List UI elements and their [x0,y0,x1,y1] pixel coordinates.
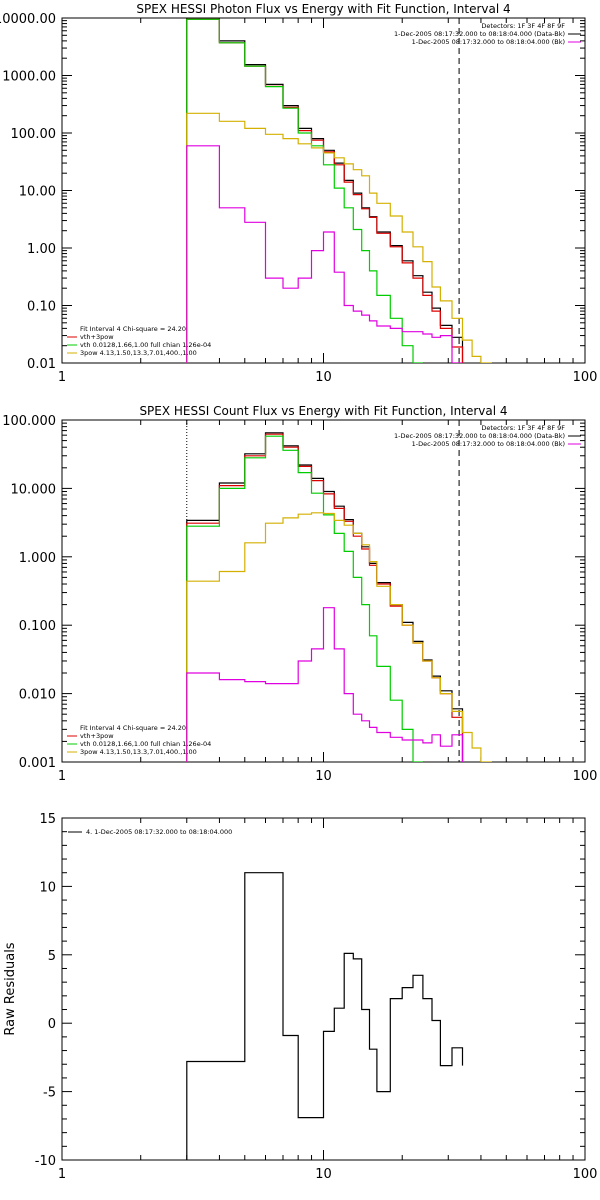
x-tick-label: 10 [315,769,332,784]
info-text: 1-Dec-2005 08:17:32.000 to 08:18:04.000 … [412,38,565,46]
y-tick-label: 1.000 [19,551,56,566]
y-tick-label: 100.00 [11,127,57,142]
series-5-line [186,607,464,762]
plot-area [186,432,492,762]
series-3-line [186,18,423,363]
x-tick-label: 1 [58,1167,66,1182]
y-tick-label: 0.001 [19,756,56,771]
legend-text: 3pow 4.13,1.50,13.3,7.01,400.,1.00 [80,748,197,756]
x-tick-label: 1 [58,769,66,784]
y-tick-label: 0.01 [27,357,56,372]
legend-text: Fit Interval 4 Chi-square = 24.20 [80,724,186,732]
plot-area [186,872,464,1160]
legend-text: Fit Interval 4 Chi-square = 24.20 [80,325,186,333]
y-tick-label: 5 [48,949,56,964]
legend-text: vth 0.0128,1.66,1.00 full chian 1.26e-04 [80,341,211,349]
y-tick-label: 0 [48,1017,56,1032]
legend-text: 3pow 4.13,1.50,13.3,7.01,400.,1.00 [80,349,197,357]
series-4-line [186,112,492,363]
y-tick-label: 15 [39,812,56,827]
x-tick-label: 1 [58,370,66,385]
info-text: 1-Dec-2005 08:17:32.000 to 08:18:04.000 … [394,432,565,440]
plot-frame [61,17,586,364]
plot-area [186,18,492,363]
info-text: Detectors: 1F 3F 4F 8F 9F [481,22,565,30]
y-tick-label: -5 [43,1086,56,1101]
chart-3: Raw Residuals 1 10 100 -10 -5 0 5 10 15 4. 1-Dec-2… [3,812,597,1182]
series-5-line [186,145,463,363]
legend-text: vth+3pow [80,333,114,341]
y-tick-label: 10.000 [11,482,57,497]
chart-title: SPEX HESSI Photon Flux vs Energy with Fi… [136,2,510,16]
legend-text: vth+3pow [80,732,114,740]
series-3-line [186,435,423,762]
x-tick-label: 10 [315,1167,332,1182]
y-tick-label: -10 [35,1154,56,1169]
y-tick-label: 0.10 [27,300,56,315]
x-tick-label: 100 [573,769,598,784]
series-1-line [186,872,464,1160]
y-tick-label: 1.00 [27,242,56,257]
info-text: 1-Dec-2005 08:17:32.000 to 08:18:04.000 … [412,440,565,448]
chart-title: SPEX HESSI Count Flux vs Energy with Fit… [139,404,507,418]
legend-text: vth 0.0128,1.66,1.00 full chian 1.26e-04 [80,740,211,748]
series-1-line [186,18,464,363]
legend-text: 4. 1-Dec-2005 08:17:32.000 to 08:18:04.0… [86,828,232,836]
y-tick-label: 10000.00 [0,12,56,27]
y-tick-label: 10.00 [19,185,56,200]
series-4-line [186,512,492,762]
y-tick-label: 1000.00 [2,70,56,85]
series-2-line [186,18,464,363]
plot-frame [61,419,586,763]
series-1-line [186,432,464,762]
y-tick-label: 0.010 [19,688,56,703]
y-axis-label: Raw Residuals [3,942,18,1035]
chart-2: SPEX HESSI Count Flux vs Energy with Fit… [2,404,597,784]
y-tick-label: 0.100 [19,619,56,634]
chart-1: SPEX HESSI Photon Flux vs Energy with Fi… [0,2,597,385]
info-text: Detectors: 1F 3F 4F 8F 9F [481,424,565,432]
x-tick-label: 10 [315,370,332,385]
x-tick-label: 100 [573,1167,598,1182]
y-tick-label: 10 [39,880,56,895]
y-tick-label: 100.000 [2,414,56,429]
x-tick-label: 100 [573,370,598,385]
info-text: 1-Dec-2005 08:17:32.000 to 08:18:04.000 … [394,30,565,38]
